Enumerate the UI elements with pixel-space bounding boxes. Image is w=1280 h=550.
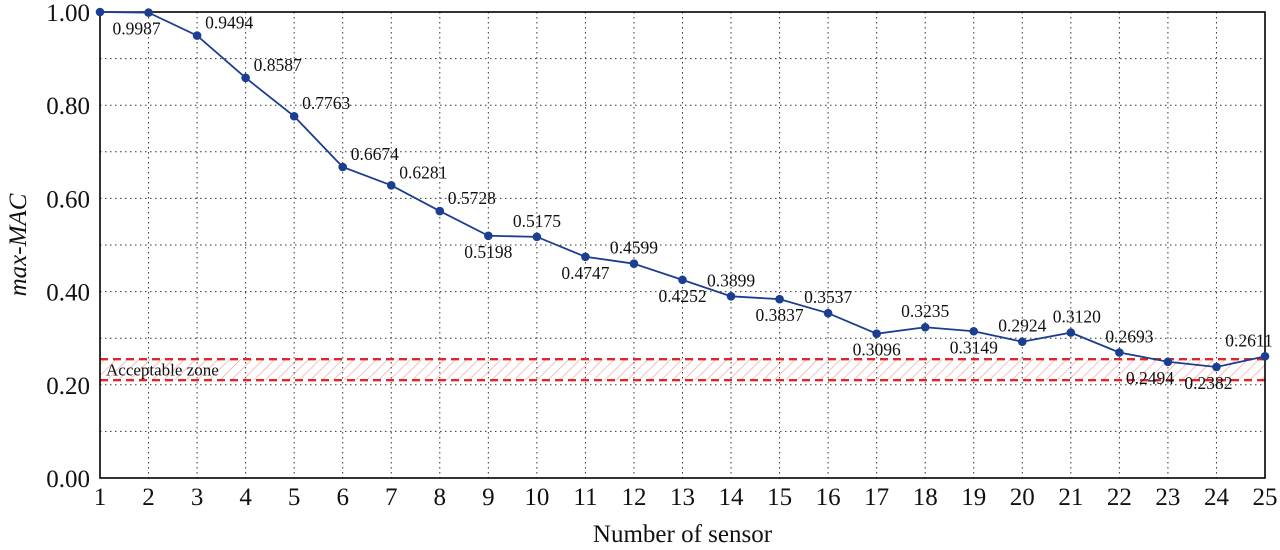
acceptable-zone-hatch (100, 359, 1265, 381)
x-tick-label: 1 (94, 484, 107, 511)
data-point (192, 31, 202, 40)
y-tick-label: 0.00 (46, 466, 90, 493)
data-point (678, 275, 687, 285)
data-point (726, 292, 736, 301)
x-tick-label: 12 (621, 484, 646, 511)
data-point (1260, 352, 1270, 361)
point-label: 0.3120 (1053, 307, 1101, 327)
data-point (338, 162, 348, 172)
point-label: 0.7763 (302, 93, 350, 113)
x-tick-label: 6 (336, 484, 349, 511)
point-label: 0.5728 (448, 188, 496, 208)
data-point (1212, 362, 1221, 372)
series-points (95, 7, 1270, 372)
data-point (435, 206, 445, 216)
data-point (872, 329, 881, 339)
point-label: 0.4252 (658, 286, 706, 306)
x-tick-label: 14 (719, 484, 745, 511)
x-tick-label: 3 (191, 484, 204, 511)
x-axis-title: Number of sensor (593, 521, 773, 548)
x-tick-labels: 1 2 3 4 5 6 7 8 9 10 11 12 13 14 15 16 17 18 19 20 21 22 23 24 2… (94, 484, 1278, 511)
point-label: 0.8587 (254, 55, 302, 75)
y-tick-label: 0.60 (46, 186, 90, 213)
data-point (1163, 357, 1173, 367)
point-label: 0.2382 (1184, 373, 1232, 393)
point-label: 0.9494 (205, 13, 253, 33)
point-label: 0.3837 (756, 305, 804, 325)
point-label: 0.3235 (901, 301, 949, 321)
x-tick-label: 15 (767, 484, 792, 511)
point-label: 0.3537 (804, 287, 852, 307)
x-tick-label: 11 (573, 484, 597, 511)
data-point (581, 252, 590, 262)
data-point (1066, 328, 1076, 337)
x-tick-label: 8 (434, 484, 447, 511)
x-tick-label: 18 (913, 484, 938, 511)
data-point (241, 73, 250, 83)
x-tick-label: 20 (1010, 484, 1035, 511)
x-tick-label: 4 (239, 484, 252, 511)
y-tick-labels: 0.00 0.20 0.40 0.60 0.80 1.00 (46, 0, 90, 493)
x-tick-label: 19 (961, 484, 986, 511)
point-label: 0.4599 (610, 238, 658, 258)
data-point (629, 259, 639, 268)
point-label: 0.2611 (1225, 330, 1272, 350)
x-tick-label: 23 (1155, 484, 1180, 511)
point-label: 0.6281 (399, 162, 447, 182)
point-label: 0.6674 (351, 144, 399, 164)
data-point (289, 111, 299, 121)
x-tick-label: 22 (1107, 484, 1132, 511)
data-point (144, 8, 153, 17)
data-point (484, 231, 493, 241)
data-point (969, 326, 979, 336)
acceptable-zone-label: Acceptable zone (106, 361, 219, 380)
y-tick-label: 0.20 (46, 373, 90, 400)
gridlines (99, 11, 1266, 478)
data-point (823, 308, 833, 318)
x-tick-label: 5 (288, 484, 301, 511)
point-label: 0.3899 (707, 270, 755, 290)
point-label: 0.3149 (950, 337, 998, 357)
data-point (920, 322, 930, 332)
y-tick-label: 1.00 (46, 0, 90, 27)
x-tick-label: 10 (524, 484, 549, 511)
x-tick-label: 17 (864, 484, 889, 511)
point-label: 0.2494 (1126, 368, 1174, 388)
data-point (95, 7, 105, 17)
x-tick-label: 21 (1058, 484, 1083, 511)
point-label: 0.5198 (464, 242, 512, 262)
y-tick-label: 0.80 (46, 93, 90, 120)
data-point (1115, 348, 1124, 357)
point-label: 0.2924 (998, 316, 1046, 336)
x-tick-label: 9 (482, 484, 495, 511)
x-tick-label: 7 (385, 484, 398, 511)
plot-border (99, 11, 1266, 479)
data-point (775, 294, 784, 304)
x-tick-label: 13 (670, 484, 695, 511)
data-point (386, 181, 396, 190)
x-tick-label: 2 (142, 484, 155, 511)
data-point (532, 232, 542, 242)
x-tick-label: 24 (1204, 484, 1230, 511)
y-tick-label: 0.40 (46, 280, 90, 307)
data-point (1017, 337, 1027, 347)
x-tick-label: 16 (816, 484, 841, 511)
point-label: 0.3096 (853, 340, 901, 360)
point-label: 0.5175 (513, 211, 561, 231)
y-axis-title: max-MAC (5, 193, 32, 296)
point-label: 0.2693 (1105, 327, 1153, 347)
x-tick-label: 25 (1253, 484, 1278, 511)
point-label: 0.4747 (561, 263, 609, 283)
point-label: 0.9987 (112, 19, 160, 39)
acceptable-zone: Acceptable zone (100, 357, 1265, 382)
